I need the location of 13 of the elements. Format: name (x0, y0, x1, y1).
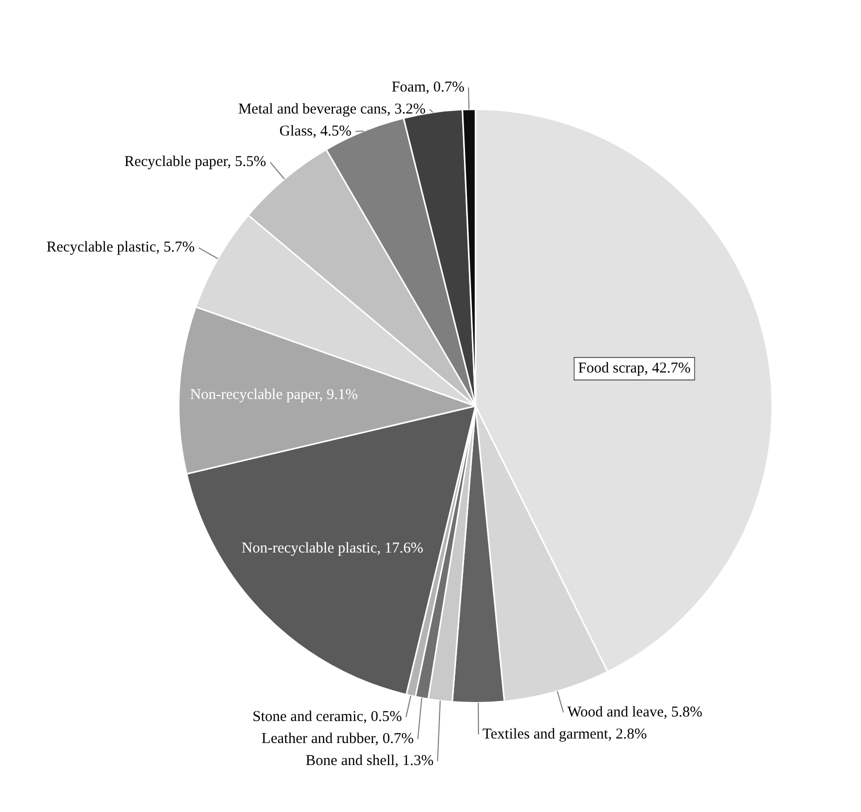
slice-label: Wood and leave, 5.8% (567, 704, 702, 720)
slice-label: Glass, 4.5% (279, 123, 352, 140)
slice-label: Bone and shell, 1.3% (306, 753, 434, 770)
slice-label: Textiles and garment, 2.8% (482, 726, 647, 742)
slice-label: Foam, 0.7% (392, 79, 464, 96)
slice-label: Metal and beverage cans, 3.2% (238, 101, 426, 118)
slice-label: Recyclable plastic, 5.7% (46, 240, 195, 256)
slice-label: Non-recyclable plastic, 17.6% (242, 540, 424, 556)
slice-label: Leather and rubber, 0.7% (262, 731, 414, 748)
slice-label: Stone and ceramic, 0.5% (252, 709, 402, 726)
slice-label: Non-recyclable paper, 9.1% (190, 386, 358, 403)
slice-label: Recyclable paper, 5.5% (124, 154, 266, 170)
slice-label: Food scrap, 42.7% (578, 360, 691, 377)
